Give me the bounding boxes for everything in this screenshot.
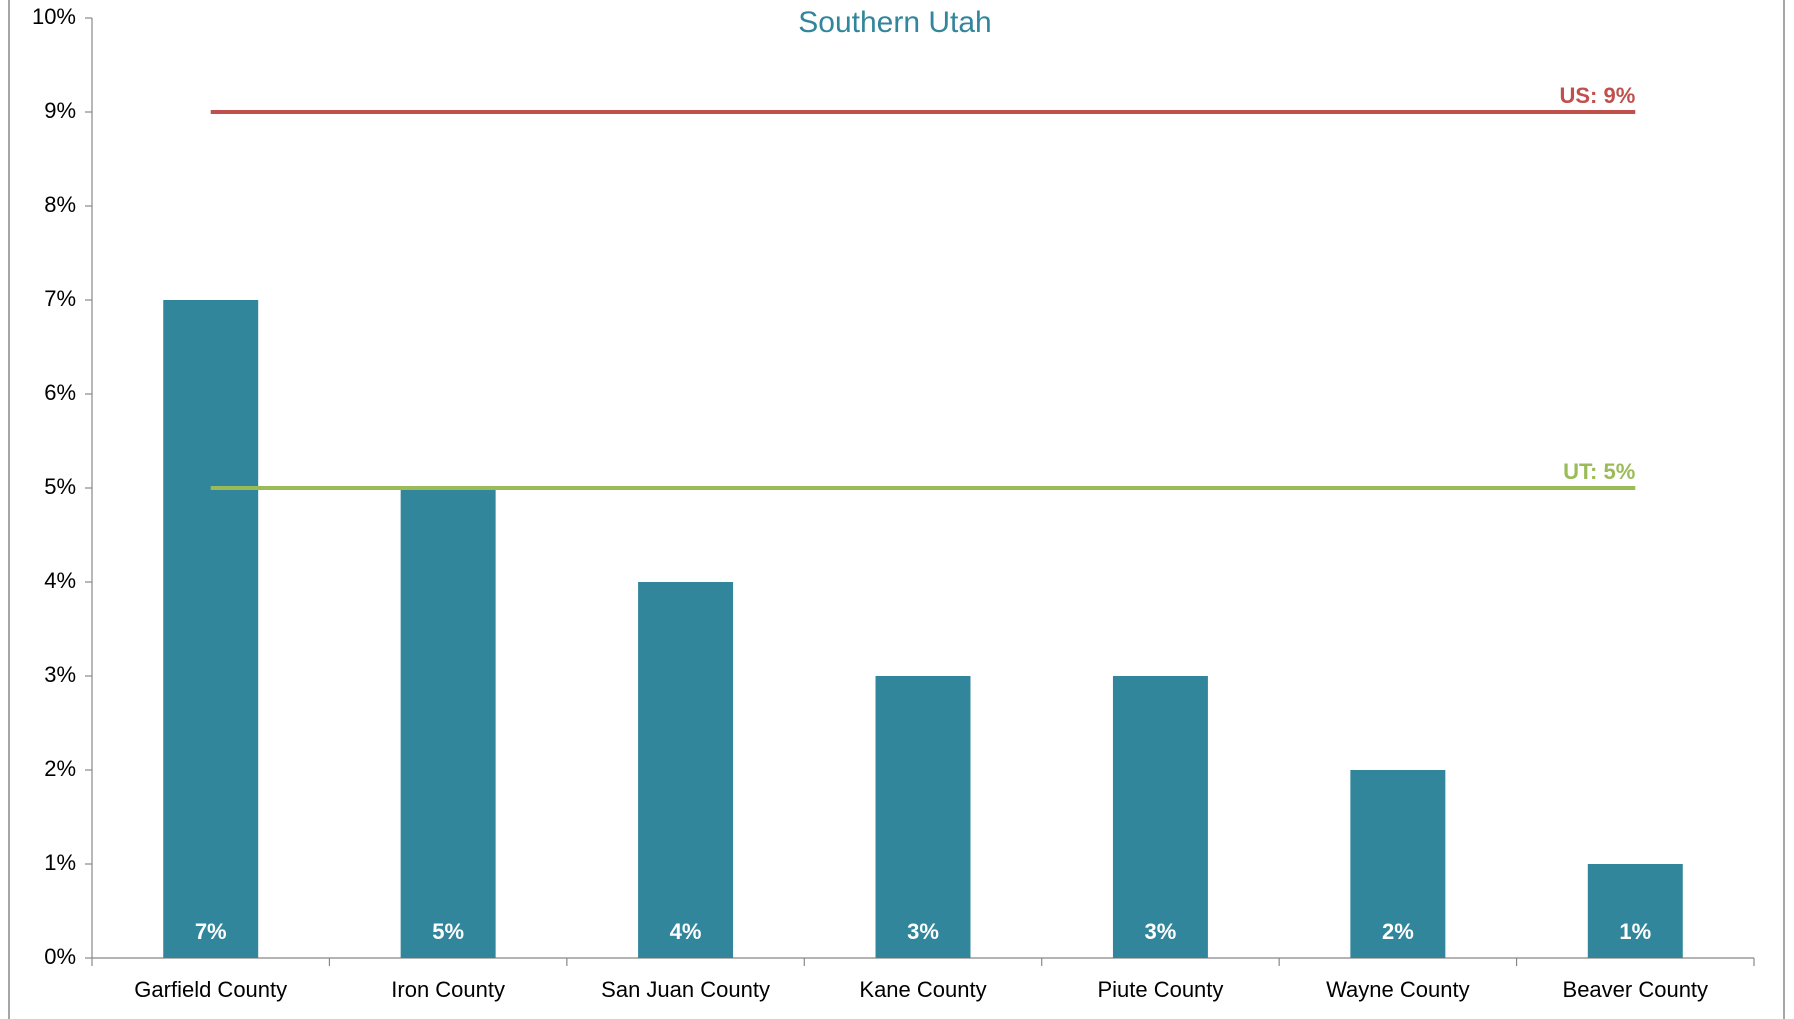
y-tick-label: 9% [44,98,76,123]
bar [400,488,496,958]
bar [638,582,734,958]
value-label: 7% [195,919,227,944]
chart-title: Southern Utah [798,6,991,39]
bar [1587,864,1683,958]
y-tick-label: 6% [44,380,76,405]
y-tick-label: 0% [44,944,76,969]
y-tick-label: 7% [44,286,76,311]
y-tick-label: 10% [32,4,76,29]
value-label: 3% [907,919,939,944]
x-tick-label: Iron County [391,977,505,1002]
bar [1112,676,1208,958]
x-tick-label: Kane County [859,977,986,1002]
value-label: 1% [1619,919,1651,944]
value-label: 2% [1382,919,1414,944]
y-tick-label: 5% [44,474,76,499]
x-tick-label: San Juan County [601,977,770,1002]
bar [163,300,259,958]
x-tick-label: Piute County [1097,977,1223,1002]
reference-label: US: 9% [1559,83,1635,108]
bar [1350,770,1446,958]
y-tick-label: 1% [44,850,76,875]
y-tick-label: 4% [44,568,76,593]
x-tick-label: Wayne County [1326,977,1469,1002]
bar [875,676,971,958]
value-label: 4% [670,919,702,944]
reference-label: UT: 5% [1563,459,1635,484]
y-tick-label: 2% [44,756,76,781]
value-label: 3% [1145,919,1177,944]
y-tick-label: 3% [44,662,76,687]
x-tick-label: Garfield County [134,977,287,1002]
value-label: 5% [432,919,464,944]
x-tick-label: Beaver County [1563,977,1709,1002]
y-tick-label: 8% [44,192,76,217]
